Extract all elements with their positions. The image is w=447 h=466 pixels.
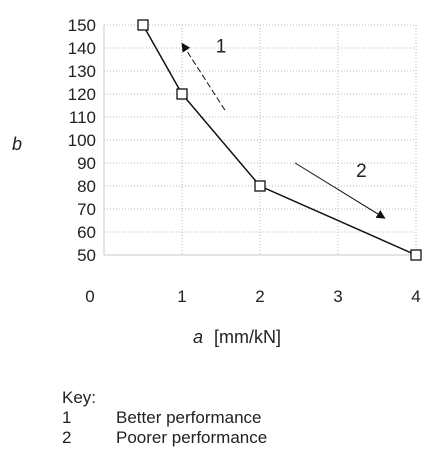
key-text: Poorer performance <box>116 428 268 447</box>
y-tick-label: 80 <box>77 177 96 196</box>
data-point <box>410 249 422 261</box>
y-tick-label: 110 <box>69 108 96 127</box>
annotation-arrow <box>181 42 226 111</box>
key-number: 1 <box>62 408 72 427</box>
x-tick-labels: 0 1 2 3 4 <box>85 287 420 306</box>
y-tick-label: 90 <box>77 154 96 173</box>
key-row: 2 Poorer performance <box>62 428 267 448</box>
key-title: Key: <box>62 388 97 407</box>
x-tick-label: 4 <box>411 287 420 306</box>
y-tick-label: 140 <box>68 39 96 58</box>
data-point <box>137 19 149 31</box>
y-tick-label: 60 <box>77 223 96 242</box>
annotation-label: 2 <box>356 161 367 182</box>
x-tick-label: 2 <box>255 287 264 306</box>
annotations: 12 <box>181 37 386 219</box>
key-number: 2 <box>62 428 72 447</box>
x-tick-label: 0 <box>85 287 94 306</box>
y-tick-label: 100 <box>68 131 96 150</box>
x-tick-label: 1 <box>177 287 186 306</box>
x-axis-label-units: [mm/kN] <box>214 327 281 347</box>
annotation-arrow <box>294 162 386 219</box>
x-axis-label: a [mm/kN] <box>193 327 281 347</box>
key-text: Better performance <box>116 408 262 427</box>
y-tick-label: 130 <box>68 62 96 81</box>
y-tick-label: 50 <box>77 246 96 265</box>
data-point <box>176 88 188 100</box>
x-tick-label: 3 <box>333 287 342 306</box>
x-axis-label-symbol: a <box>193 327 203 347</box>
y-tick-labels: 150 140 130 120 110 100 90 80 70 60 50 <box>68 16 96 265</box>
annotation-label: 1 <box>216 37 227 58</box>
key-legend: Key: 1 Better performance 2 Poorer perfo… <box>62 388 267 448</box>
data-series <box>137 19 422 261</box>
data-point <box>254 180 266 192</box>
series-line <box>142 24 417 256</box>
y-tick-label: 70 <box>77 200 96 219</box>
chart-grid <box>103 24 417 256</box>
y-tick-label: 150 <box>68 16 96 35</box>
key-row: 1 Better performance <box>62 408 267 428</box>
y-axis-label: b <box>12 134 22 154</box>
y-tick-label: 120 <box>68 85 96 104</box>
